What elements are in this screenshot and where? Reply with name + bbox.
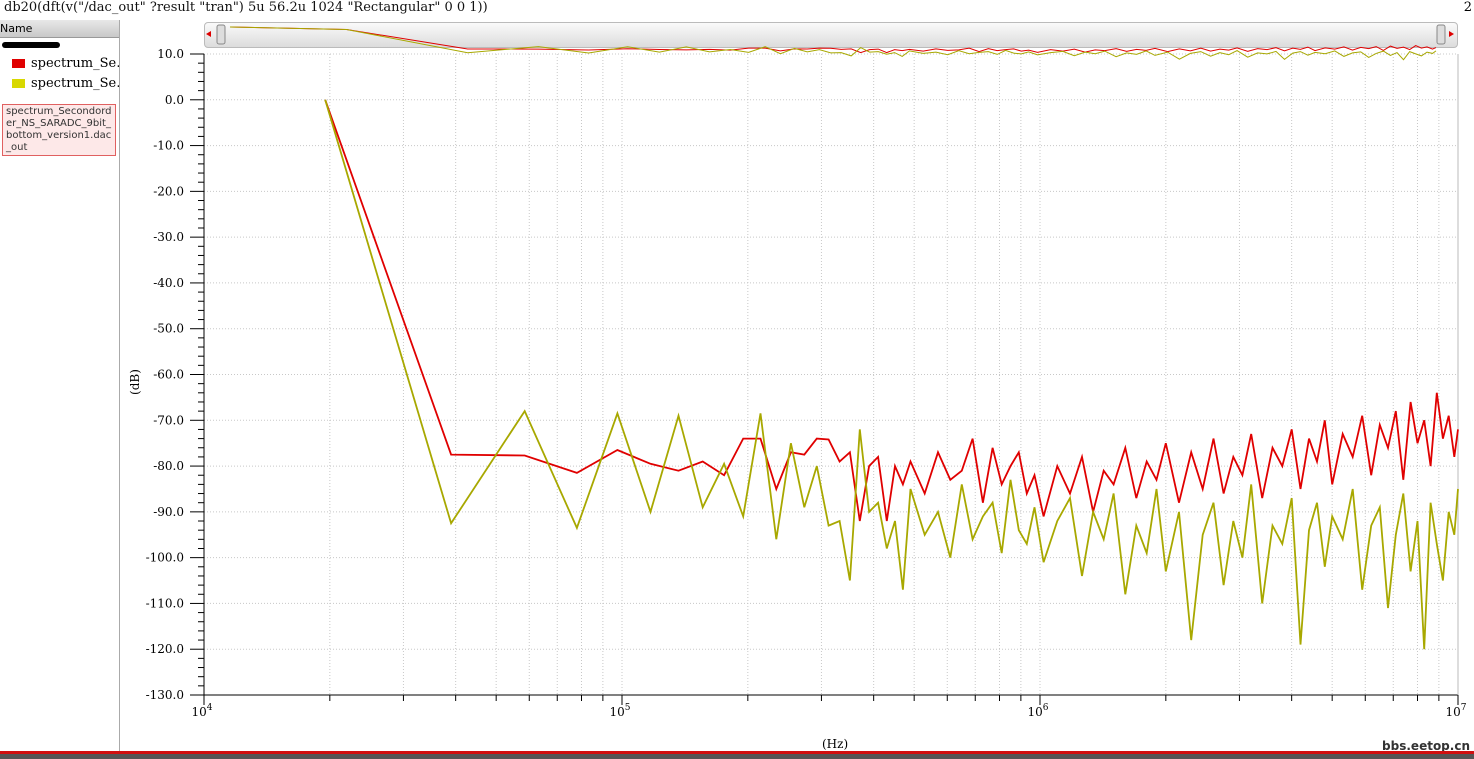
name-column-header[interactable]: Name — [0, 20, 119, 38]
y-tick-label: 10.0 — [157, 47, 184, 61]
y-tick-label: 0.0 — [165, 93, 184, 107]
y-tick-label: -80.0 — [153, 459, 184, 473]
overview-line-0 — [229, 26, 1437, 54]
x-tick-label: 104 — [191, 703, 212, 719]
y-tick-label: -10.0 — [153, 139, 184, 153]
red-swatch-icon — [12, 59, 25, 68]
y-tick-label: -60.0 — [153, 368, 184, 382]
scroll-right-arrow-icon — [1449, 31, 1454, 37]
y-tick-label: -30.0 — [153, 230, 184, 244]
y-tick-label: -90.0 — [153, 505, 184, 519]
overview-line-1 — [229, 26, 1437, 61]
y-axis-label: (dB) — [127, 369, 142, 395]
yellow-swatch-icon — [12, 79, 25, 88]
expression-title: db20(dft(v("/dac_out" ?result "tran") 5u… — [4, 0, 488, 15]
y-tick-label: -120.0 — [146, 642, 184, 656]
overview-scrollbar[interactable] — [204, 22, 1458, 48]
corner-label: 2 — [1463, 0, 1472, 15]
y-tick-label: -100.0 — [146, 551, 184, 565]
y-tick-label: -40.0 — [153, 276, 184, 290]
x-tick-label: 105 — [609, 703, 630, 719]
watermark: bbs.eetop.cn — [1382, 739, 1470, 753]
status-bar — [0, 751, 1474, 759]
trace-label: spectrum_Se…out — [31, 56, 119, 71]
series-line-1 — [324, 99, 1459, 650]
group-bar — [2, 42, 60, 48]
y-tick-label: -110.0 — [146, 596, 184, 610]
y-tick-label: -20.0 — [153, 184, 184, 198]
scroll-left-arrow-icon — [206, 31, 211, 37]
y-tick-label: -130.0 — [146, 688, 184, 702]
scroll-left-handle — [216, 24, 226, 45]
x-axis-label: (Hz) — [822, 737, 849, 751]
trace-tooltip: spectrum_Secondorder_NS_SARADC_9bit_bott… — [2, 104, 116, 156]
scroll-right-handle — [1436, 24, 1446, 45]
trace-label: spectrum_Se…S — [31, 76, 119, 91]
trace-item-yellow[interactable]: spectrum_Se…S — [12, 76, 119, 91]
y-tick-label: -50.0 — [153, 322, 184, 336]
trace-item-red[interactable]: spectrum_Se…out — [12, 56, 119, 71]
x-tick-label: 106 — [1027, 703, 1048, 719]
y-tick-label: -70.0 — [153, 413, 184, 427]
x-tick-label: 107 — [1445, 703, 1466, 719]
